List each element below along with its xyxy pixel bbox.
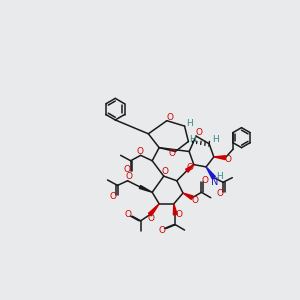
- Text: N: N: [211, 177, 218, 187]
- Text: H: H: [217, 172, 223, 181]
- Text: O: O: [192, 196, 199, 205]
- Text: O: O: [110, 192, 116, 201]
- Polygon shape: [206, 167, 215, 179]
- Polygon shape: [214, 156, 226, 160]
- Polygon shape: [183, 193, 193, 200]
- Text: O: O: [159, 226, 166, 235]
- Text: O: O: [169, 149, 176, 158]
- Text: O: O: [123, 166, 130, 175]
- Text: O: O: [196, 128, 203, 137]
- Text: O: O: [186, 163, 194, 172]
- Polygon shape: [139, 185, 152, 192]
- Text: H: H: [212, 136, 219, 145]
- Text: O: O: [167, 113, 173, 122]
- Polygon shape: [173, 204, 177, 215]
- Text: O: O: [136, 147, 143, 156]
- Text: O: O: [124, 210, 131, 219]
- Text: O: O: [148, 214, 155, 223]
- Text: H: H: [187, 118, 193, 127]
- Text: O: O: [225, 155, 232, 164]
- Text: O: O: [202, 176, 209, 185]
- Text: O: O: [162, 167, 169, 176]
- Text: O: O: [217, 189, 224, 198]
- Text: O: O: [126, 172, 133, 182]
- Text: H: H: [189, 135, 196, 144]
- Text: O: O: [176, 210, 183, 219]
- Polygon shape: [186, 165, 194, 172]
- Polygon shape: [148, 204, 159, 216]
